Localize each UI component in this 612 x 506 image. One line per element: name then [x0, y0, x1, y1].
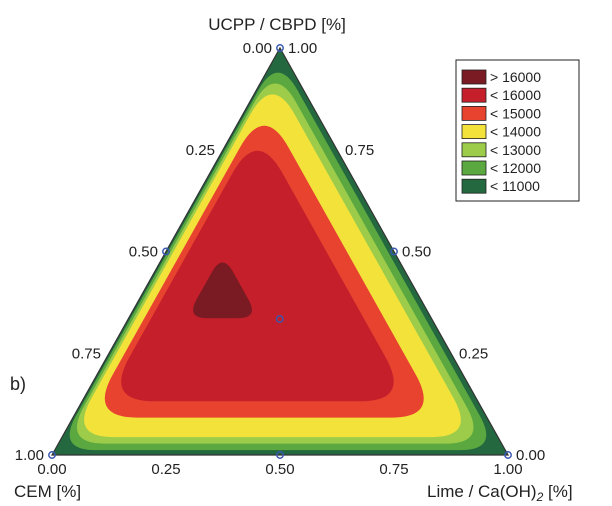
right-axis-title: Lime / Ca(OH)2 [%] [427, 482, 573, 504]
design-point-marker [390, 247, 398, 256]
legend-swatch [461, 142, 487, 158]
left-edge-tick-label: 0.00 [243, 40, 272, 57]
legend-label: < 14000 [490, 124, 541, 140]
legend: > 16000 < 16000 < 15000 < 14000 < 13000 < 120… [455, 59, 580, 202]
design-point-markers [48, 44, 512, 459]
legend-swatch [461, 87, 487, 103]
legend-swatch [461, 178, 487, 194]
design-point-marker [276, 451, 284, 459]
design-point-marker [504, 451, 512, 459]
panel-label: b) [10, 374, 26, 394]
legend-label: < 11000 [490, 178, 540, 194]
bottom-edge-tick-label: 1.00 [493, 461, 522, 478]
right-edge-tick-label: 0.00 [516, 447, 545, 464]
legend-swatch [461, 69, 487, 85]
legend-label: < 15000 [490, 105, 541, 121]
right-edge-tick-label: 0.75 [345, 142, 374, 159]
right-edge-tick-label: 0.25 [459, 345, 488, 362]
legend-swatch [461, 160, 487, 176]
tick-labels: 0.00 0.25 0.50 0.75 1.00 1.00 0.75 0.50 0.25 0.00… [15, 40, 545, 478]
left-edge-tick-label: 0.50 [129, 244, 158, 261]
right-edge-tick-label: 0.50 [402, 244, 431, 261]
legend-label: > 16000 [490, 69, 541, 85]
legend-label: < 16000 [490, 87, 541, 103]
design-point-marker [275, 315, 284, 323]
legend-swatch [461, 106, 487, 121]
right-edge-tick-label: 1.00 [288, 40, 317, 57]
bottom-edge-tick-label: 0.25 [151, 461, 180, 478]
design-point-marker [162, 247, 170, 256]
design-point-marker [276, 44, 284, 52]
left-edge-tick-label: 0.25 [186, 142, 215, 159]
bottom-edge-tick-label: 0.75 [379, 461, 408, 478]
left-axis-title: CEM [%] [14, 482, 81, 501]
legend-swatch [461, 124, 487, 139]
contour-fill [52, 48, 508, 455]
legend-label: < 12000 [490, 160, 541, 176]
triangle-outline [50, 46, 510, 456]
left-edge-tick-label: 1.00 [15, 447, 44, 464]
top-axis-title: UCPP / CBPD [%] [208, 15, 346, 34]
contour-level [193, 262, 252, 319]
legend-label: < 13000 [490, 142, 541, 158]
design-point-marker [48, 451, 56, 459]
bottom-edge-tick-label: 0.50 [265, 461, 294, 478]
left-edge-tick-label: 0.75 [72, 345, 101, 362]
bottom-edge-tick-label: 0.00 [37, 461, 66, 478]
